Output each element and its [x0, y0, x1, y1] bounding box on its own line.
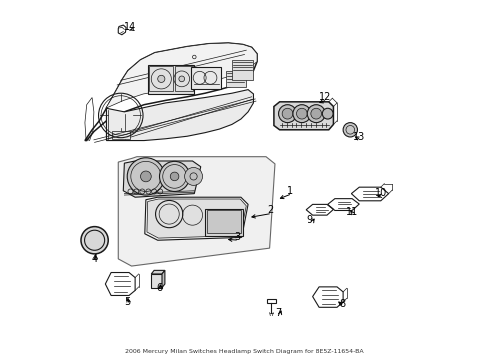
Bar: [266, 299, 276, 303]
Circle shape: [127, 158, 164, 195]
Bar: [204, 209, 242, 235]
Circle shape: [81, 226, 108, 254]
Text: 11: 11: [345, 207, 358, 217]
Circle shape: [140, 171, 151, 182]
Text: 10: 10: [375, 188, 387, 198]
Polygon shape: [105, 43, 257, 108]
Polygon shape: [151, 270, 164, 274]
Circle shape: [343, 123, 357, 137]
Polygon shape: [106, 90, 253, 140]
Bar: [225, 71, 245, 87]
Text: 7: 7: [274, 308, 281, 318]
Polygon shape: [273, 102, 333, 130]
Polygon shape: [123, 161, 201, 197]
Bar: [206, 210, 241, 233]
Polygon shape: [118, 157, 274, 266]
Circle shape: [158, 75, 164, 82]
Text: 14: 14: [124, 22, 136, 32]
Circle shape: [306, 105, 325, 123]
Bar: [231, 60, 252, 80]
Text: 2: 2: [266, 206, 273, 216]
Bar: [190, 67, 221, 89]
Bar: [112, 131, 129, 139]
Text: 5: 5: [124, 297, 130, 307]
Text: 6: 6: [156, 283, 162, 293]
Circle shape: [292, 105, 310, 123]
Bar: [151, 274, 162, 288]
Text: 1: 1: [287, 186, 293, 196]
Circle shape: [184, 167, 202, 185]
Circle shape: [296, 108, 306, 119]
Bar: [147, 64, 194, 94]
Circle shape: [179, 76, 184, 82]
Text: 9: 9: [306, 215, 312, 225]
Text: 13: 13: [352, 132, 365, 142]
Polygon shape: [147, 199, 246, 238]
Text: 12: 12: [319, 92, 331, 102]
Text: 3: 3: [234, 232, 240, 242]
Polygon shape: [162, 270, 164, 288]
Circle shape: [322, 108, 332, 119]
Circle shape: [170, 172, 179, 181]
Circle shape: [278, 105, 296, 123]
Circle shape: [310, 108, 321, 119]
Circle shape: [159, 161, 189, 192]
Text: 4: 4: [91, 254, 98, 264]
Text: 8: 8: [338, 299, 345, 309]
Bar: [174, 66, 192, 91]
Circle shape: [282, 108, 292, 119]
Bar: [149, 66, 172, 91]
Text: 2006 Mercury Milan Switches Headlamp Switch Diagram for 8E5Z-11654-BA: 2006 Mercury Milan Switches Headlamp Swi…: [125, 349, 363, 354]
